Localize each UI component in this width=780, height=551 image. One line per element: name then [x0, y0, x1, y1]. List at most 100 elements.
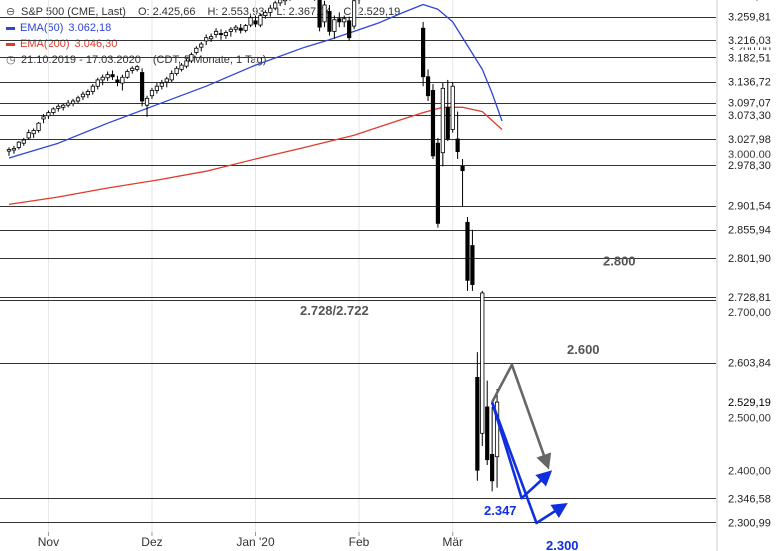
candle	[16, 141, 21, 150]
candle	[421, 21, 426, 87]
candle-body	[327, 10, 332, 32]
candle-body	[322, 4, 327, 23]
candle-body	[31, 130, 36, 135]
candle-body	[248, 17, 253, 26]
candle-body	[347, 20, 352, 39]
candle-body	[218, 33, 224, 35]
candle-body	[332, 19, 337, 32]
candle	[268, 4, 273, 17]
level-price-label-bg	[719, 95, 779, 111]
candle-body	[278, 0, 283, 4]
candle-body	[41, 116, 46, 120]
price-tick-label: 2.400,00	[728, 465, 771, 477]
candle	[184, 58, 189, 69]
level-price-label: 2.978,30	[728, 160, 771, 172]
month-label: Feb	[349, 535, 370, 549]
candle-body	[125, 71, 130, 78]
candle	[460, 159, 465, 207]
support-levels	[0, 17, 716, 523]
candle	[470, 229, 475, 291]
candle	[253, 15, 258, 28]
annotation-label: 2.600	[567, 342, 600, 357]
candle	[100, 74, 105, 86]
level-price-label-bg	[719, 514, 779, 530]
level-price-label-bg	[719, 9, 779, 25]
candle	[26, 129, 31, 141]
candle-body	[110, 74, 115, 78]
candle	[327, 4, 332, 36]
candle-body	[238, 27, 243, 31]
candle-body	[425, 76, 431, 97]
candle	[430, 84, 436, 160]
candle-body	[213, 30, 219, 35]
candle	[356, 0, 362, 4]
candle	[80, 91, 86, 100]
candle-body	[26, 132, 31, 139]
candle	[140, 68, 145, 107]
candle	[435, 137, 441, 228]
candle-body	[115, 79, 120, 83]
level-price-label-bg	[719, 198, 779, 214]
candle-body	[169, 73, 174, 81]
grid-layer	[47, 0, 454, 532]
candle	[248, 15, 253, 28]
candle	[95, 77, 100, 90]
candle	[273, 0, 278, 11]
candle	[90, 84, 95, 95]
candle-body	[268, 7, 273, 13]
candle-body	[199, 43, 204, 48]
level-price-label: 2.855,94	[728, 225, 771, 237]
level-price-label-bg	[719, 107, 779, 123]
candle-body	[174, 67, 179, 74]
candle-body	[46, 112, 51, 117]
collapse-icon[interactable]: ⊖	[6, 6, 16, 18]
candle-body	[440, 87, 445, 154]
candle	[135, 65, 140, 72]
candle	[322, 0, 327, 28]
candle	[41, 114, 46, 124]
candle-body	[11, 148, 17, 151]
candle	[465, 217, 470, 291]
candles-layer	[6, 0, 500, 492]
level-price-label-bg	[719, 157, 779, 173]
candle	[337, 12, 342, 28]
candle	[233, 25, 238, 33]
candle-body	[120, 76, 125, 84]
level-price-label: 2.728,81	[728, 292, 771, 304]
forecast-arrow-blue-2	[490, 401, 568, 525]
candle-body	[421, 27, 426, 78]
level-price-label-bg	[719, 74, 779, 90]
candle	[11, 145, 17, 154]
candle	[238, 23, 243, 34]
candle	[164, 76, 169, 88]
candle	[204, 34, 209, 46]
ema50-label: EMA(50)	[20, 22, 64, 34]
month-label: Mär	[442, 535, 463, 549]
candle	[75, 95, 81, 104]
candle-body	[263, 11, 268, 16]
candle	[213, 28, 219, 38]
candle	[115, 75, 120, 87]
level-price-label: 3.073,30	[728, 110, 771, 122]
level-price-label-bg	[719, 289, 779, 305]
candle-body	[51, 108, 56, 114]
ema-layer	[8, 3, 503, 206]
candle-body	[465, 221, 470, 281]
candle-body	[342, 18, 347, 23]
candle	[174, 66, 179, 76]
candle-body	[164, 78, 169, 83]
candle-body	[56, 105, 61, 109]
candle	[351, 0, 357, 30]
candle	[314, 0, 316, 1]
candle-body	[66, 102, 71, 106]
candle	[445, 79, 450, 142]
candle-body	[253, 20, 258, 25]
candle-body	[223, 32, 229, 36]
candle-body	[149, 90, 155, 97]
candle	[6, 147, 12, 156]
candle	[194, 46, 199, 55]
candle	[199, 41, 204, 52]
candle-body	[144, 97, 150, 106]
candle-body	[36, 122, 41, 131]
